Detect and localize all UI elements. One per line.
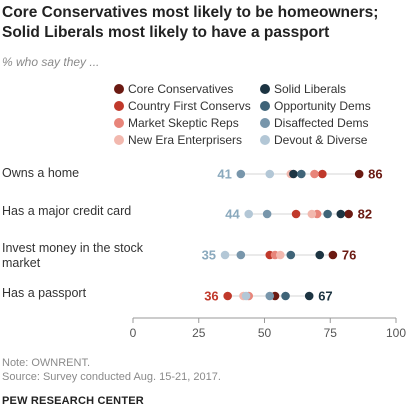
dot-new-era [275, 250, 285, 260]
dot-opportunity-dems [286, 250, 296, 260]
dot-devout-diverse [244, 209, 254, 219]
dot-disaffected-dems [262, 209, 272, 219]
legend-swatch [114, 84, 124, 94]
x-tick-label: 75 [324, 326, 338, 340]
chart-source: Source: Survey conducted Aug. 15-21, 201… [2, 371, 221, 383]
high-value-label: 82 [358, 207, 372, 222]
x-tick-label: 50 [258, 326, 272, 340]
legend-label: Country First Conservs [128, 99, 251, 113]
legend-item-solid-liberals: Solid Liberals [260, 82, 346, 96]
legend-label: Core Conservatives [128, 82, 234, 96]
category-label-stock-market: Invest money in the stock market [2, 241, 144, 270]
low-value-label: 44 [225, 207, 240, 222]
legend-label: Solid Liberals [274, 82, 347, 96]
legend-swatch [260, 135, 270, 145]
dot-opportunity-dems [297, 169, 306, 179]
high-value-label: 86 [368, 167, 382, 182]
legend-swatch [114, 118, 124, 128]
org-credit: PEW RESEARCH CENTER [2, 395, 144, 407]
dot-country-first [223, 291, 232, 301]
legend-item-core-conservatives: Core Conservatives [114, 82, 233, 96]
x-tick-label: 25 [192, 326, 206, 340]
dot-solid-liberals [304, 291, 314, 301]
dot-disaffected-dems [265, 291, 275, 301]
low-value-label: 35 [202, 248, 216, 263]
legend-swatch [260, 84, 270, 94]
legend-label: New Era Enterprisers [128, 133, 243, 147]
legend-item-country-first: Country First Conservs [114, 99, 251, 113]
dot-country-first [291, 209, 301, 219]
dot-solid-liberals [289, 169, 298, 179]
dot-opportunity-dems [323, 209, 332, 219]
legend-swatch [114, 135, 124, 145]
category-label-passport: Has a passport [2, 286, 87, 300]
category-label-credit-card: Has a major credit card [2, 204, 132, 218]
dot-core-conservatives [354, 169, 364, 179]
legend-item-opportunity-dems: Opportunity Dems [260, 99, 371, 113]
high-value-label: 76 [342, 248, 356, 263]
legend-item-disaffected-dems: Disaffected Dems [260, 116, 368, 130]
dot-market-skeptic [310, 169, 319, 179]
category-label-owns-home: Owns a home [2, 166, 80, 180]
dot-core-conservatives [344, 209, 353, 219]
chart-note: Note: OWNRENT. [2, 357, 91, 369]
legend-swatch [260, 101, 270, 111]
chart-title: Core Conservatives most likely to be hom… [2, 4, 379, 41]
x-tick-label: 0 [130, 326, 137, 340]
low-value-label: 41 [217, 167, 231, 182]
dot-opportunity-dems [281, 291, 290, 301]
x-tick-label: 100 [386, 326, 406, 340]
low-value-label: 36 [204, 289, 218, 304]
chart-subtitle: % who say they ... [2, 55, 100, 69]
legend-swatch [260, 118, 270, 128]
legend-item-new-era: New Era Enterprisers [114, 133, 242, 147]
legend-label: Devout & Diverse [274, 133, 368, 147]
legend-item-devout-diverse: Devout & Diverse [260, 133, 367, 147]
dot-country-first [318, 169, 327, 179]
legend-label: Market Skeptic Reps [128, 116, 239, 130]
high-value-label: 67 [318, 289, 332, 304]
dot-solid-liberals [336, 209, 346, 219]
dot-devout-diverse [220, 250, 230, 260]
dot-devout-diverse [241, 291, 251, 301]
legend-label: Disaffected Dems [274, 116, 369, 130]
dot-new-era [307, 209, 317, 219]
legend-label: Opportunity Dems [274, 99, 371, 113]
dot-core-conservatives [328, 250, 338, 260]
legend-item-market-skeptic: Market Skeptic Reps [114, 116, 239, 130]
dot-devout-diverse [265, 169, 275, 179]
legend-swatch [114, 101, 124, 111]
dot-disaffected-dems [236, 169, 246, 179]
dot-disaffected-dems [236, 250, 246, 260]
dot-solid-liberals [315, 250, 325, 260]
